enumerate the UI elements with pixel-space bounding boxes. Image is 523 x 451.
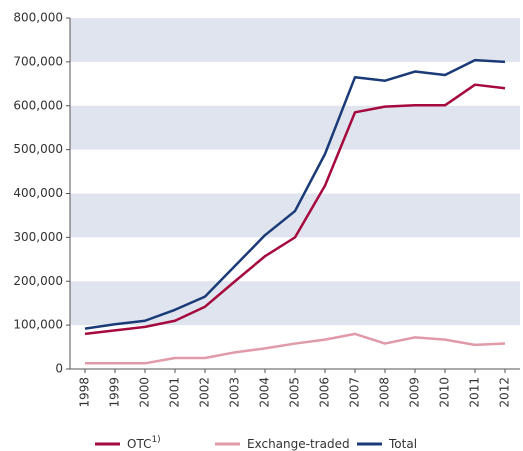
y-tick-label: 100,000	[13, 318, 63, 332]
y-tick-label: 600,000	[13, 98, 63, 112]
x-tick-label: 1999	[108, 377, 122, 408]
y-tick-label: 700,000	[13, 54, 63, 68]
legend-name: Total	[388, 437, 417, 451]
x-tick-label: 1998	[78, 377, 92, 408]
y-tick-label: 200,000	[13, 274, 63, 288]
legend-name: OTC	[127, 437, 151, 451]
x-tick-label: 2011	[468, 377, 482, 408]
x-tick-label: 2002	[198, 377, 212, 408]
x-tick-label: 2004	[258, 377, 272, 408]
x-tick-label: 2006	[318, 377, 332, 408]
legend-label: Total	[388, 437, 417, 451]
y-tick-label: 800,000	[13, 11, 63, 25]
y-tick-label: 500,000	[13, 142, 63, 156]
line	[84, 58, 506, 330]
y-tick-label: 400,000	[13, 186, 63, 200]
x-tick-label: 2000	[138, 377, 152, 408]
band	[70, 281, 520, 326]
band	[70, 193, 520, 238]
legend-note: 1)	[151, 435, 160, 445]
x-tick-label: 2005	[288, 377, 302, 408]
x-tick-label: 2012	[498, 377, 512, 408]
legend-label: Exchange-traded	[247, 437, 350, 451]
band	[70, 18, 520, 62]
legend-label: OTC1)	[127, 435, 161, 451]
line	[84, 83, 506, 336]
x-tick-label: 2003	[228, 377, 242, 408]
x-tick-label: 2007	[348, 377, 362, 408]
legend-name: Exchange-traded	[247, 437, 350, 451]
y-tick-label: 300,000	[13, 230, 63, 244]
band	[70, 105, 520, 150]
x-tick-label: 2009	[408, 377, 422, 408]
x-tick-label: 2001	[168, 377, 182, 408]
y-tick-label: 0	[55, 362, 63, 376]
line	[85, 332, 506, 365]
x-tick-label: 2008	[378, 377, 392, 408]
x-tick-label: 2010	[438, 377, 452, 408]
